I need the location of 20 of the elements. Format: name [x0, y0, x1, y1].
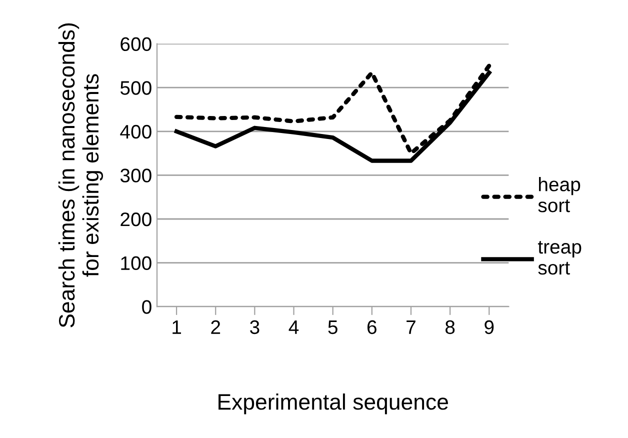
- y-tick-label: 600: [120, 37, 152, 52]
- y-tick-label: 0: [142, 300, 152, 314]
- x-tick-label: 6: [367, 320, 376, 334]
- x-tick-label: 9: [484, 320, 494, 334]
- y-tick-label: 100: [121, 256, 152, 270]
- x-tick-label: 8: [446, 320, 455, 334]
- x-tick-label: 3: [250, 320, 260, 334]
- x-tick-label: 7: [406, 320, 416, 334]
- y-tick-label: 400: [120, 124, 152, 139]
- x-tick-label: 4: [288, 320, 299, 334]
- x-tick-label: 2: [211, 320, 220, 334]
- y-tick-label: 200: [120, 212, 152, 226]
- y-tick-label: 300: [120, 168, 152, 182]
- legend-label: heap sort: [538, 177, 580, 212]
- y-tick-label: 500: [120, 81, 152, 95]
- x-axis-title: Experimental sequence: [218, 393, 448, 414]
- x-tick-label: 5: [328, 320, 338, 334]
- y-axis-title: Search times (in nanoseconds) for existing elements: [58, 23, 104, 328]
- legend-label: treap sort: [538, 240, 582, 275]
- x-tick-label: 1: [172, 320, 181, 334]
